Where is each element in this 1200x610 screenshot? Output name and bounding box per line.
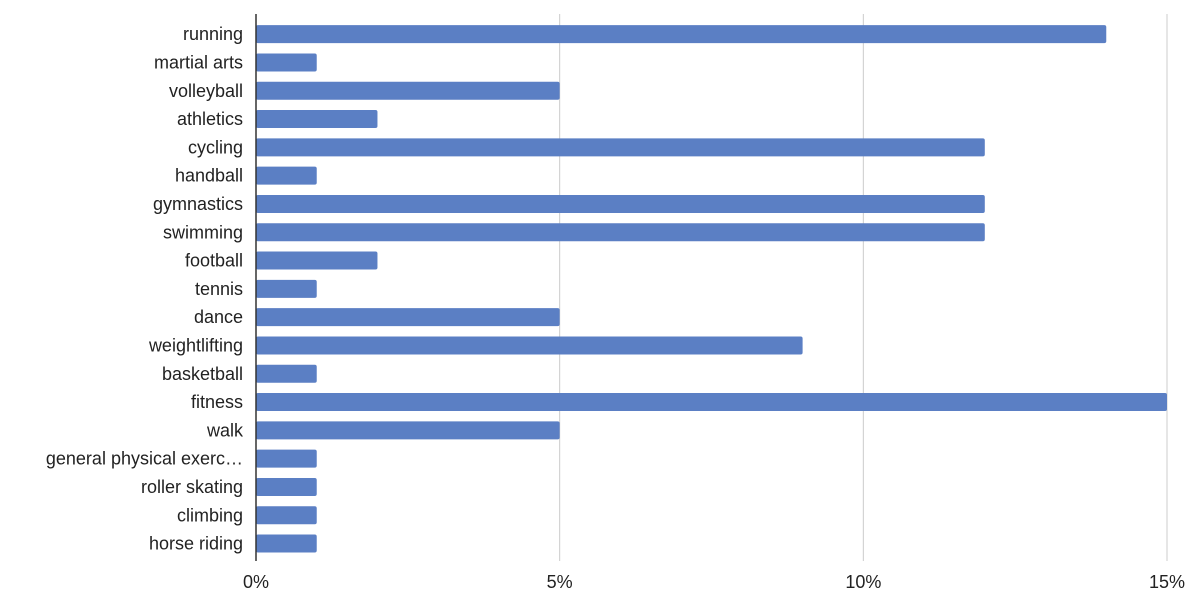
category-label-fitness: fitness — [191, 392, 243, 412]
category-label-dance: dance — [194, 307, 243, 327]
x-tick-label-15pct: 15% — [1149, 572, 1185, 592]
bar-tennis — [256, 279, 317, 298]
category-label-roller-skating: roller skating — [141, 477, 243, 497]
category-label-gymnastics: gymnastics — [153, 194, 243, 214]
category-label-handball: handball — [175, 166, 243, 186]
bar-martial-arts — [256, 53, 317, 72]
bar-climbing — [256, 506, 317, 525]
bar-roller-skating — [256, 477, 317, 496]
bar-volleyball — [256, 81, 560, 100]
category-label-cycling: cycling — [188, 137, 243, 157]
category-label-weightlifting: weightlifting — [148, 335, 243, 355]
x-tick-labels: 0% 5% 10% 15% — [243, 572, 1185, 592]
bar-weightlifting — [256, 336, 803, 355]
bar-swimming — [256, 223, 985, 242]
category-label-walk: walk — [206, 420, 244, 440]
bar-fitness — [256, 393, 1167, 412]
bar-running — [256, 25, 1107, 44]
category-label-swimming: swimming — [163, 222, 243, 242]
bar-basketball — [256, 364, 317, 383]
x-tick-label-5pct: 5% — [547, 572, 573, 592]
bar-cycling — [256, 138, 985, 157]
bar-walk — [256, 421, 560, 440]
bar-horse-riding — [256, 534, 317, 553]
category-label-general-physical-exerc: general physical exerc… — [46, 449, 243, 469]
category-label-athletics: athletics — [177, 109, 243, 129]
bar-general-physical-exerc — [256, 449, 317, 468]
category-label-volleyball: volleyball — [169, 81, 243, 101]
x-tick-label-10pct: 10% — [845, 572, 881, 592]
category-label-football: football — [185, 251, 243, 271]
bar-gymnastics — [256, 194, 985, 213]
bar-dance — [256, 308, 560, 327]
bar-football — [256, 251, 378, 270]
category-labels: running martial arts volleyball athletics cy… — [46, 24, 244, 553]
category-label-climbing: climbing — [177, 505, 243, 525]
bar-athletics — [256, 110, 378, 129]
bars — [256, 25, 1167, 553]
category-label-tennis: tennis — [195, 279, 243, 299]
x-tick-label-0pct: 0% — [243, 572, 269, 592]
category-label-martial-arts: martial arts — [154, 52, 243, 72]
category-label-horse-riding: horse riding — [149, 534, 243, 554]
gridlines — [559, 14, 1168, 561]
category-label-basketball: basketball — [162, 364, 243, 384]
bar-handball — [256, 166, 317, 185]
category-label-running: running — [183, 24, 243, 44]
